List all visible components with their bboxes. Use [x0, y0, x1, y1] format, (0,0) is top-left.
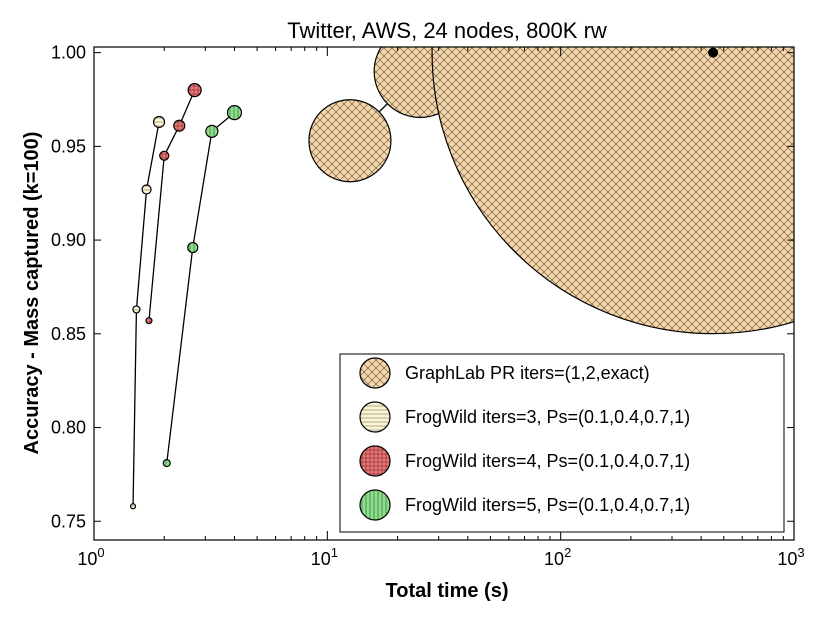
series-1-point-3-outline	[431, 47, 794, 335]
series-2-point-1-outline	[129, 503, 137, 510]
y-tick-label: 0.85	[51, 324, 86, 344]
x-tick-label: 101	[311, 545, 338, 569]
series-4-point-3-outline	[205, 124, 219, 138]
y-tick-label: 0.90	[51, 230, 86, 250]
series-3-point-4-outline	[187, 83, 202, 98]
chart-title: Twitter, AWS, 24 nodes, 800K rw	[287, 18, 607, 43]
series-4-point-2-outline	[187, 241, 199, 254]
series-2-line	[132, 121, 160, 507]
axes-layer: 0.75 0.80 0.85 0.90 0.95 1.00 100 101 102 103	[51, 43, 805, 569]
legend-swatch-2-outline	[359, 401, 391, 433]
series-3-point-1-outline	[145, 317, 153, 325]
plot-frame	[93, 46, 795, 541]
series-4-point-4-outline	[226, 105, 243, 121]
legend: GraphLab PR iters=(1,2,exact) FrogWild it…	[339, 353, 785, 533]
series-2-point-2-outline	[132, 305, 141, 314]
legend-label-1: GraphLab PR iters=(1,2,exact)	[405, 363, 650, 383]
legend-swatch-4-outline	[359, 489, 391, 521]
annotation-marker-1	[708, 47, 719, 58]
series-1-point-1-outline	[308, 99, 392, 183]
y-tick-label: 1.00	[51, 43, 86, 63]
x-tick-label: 100	[77, 545, 104, 569]
y-tick-label: 0.95	[51, 136, 86, 156]
x-tick-label: 103	[777, 545, 804, 569]
x-tick-label: 102	[544, 545, 571, 569]
series-2-point-3-outline	[141, 184, 152, 195]
y-tick-label: 0.80	[51, 418, 86, 438]
series-3-point-3-outline	[173, 119, 186, 132]
legend-swatch-3-outline	[359, 445, 391, 477]
legend-swatch-1-outline	[359, 357, 391, 389]
y-axis-label: Accuracy - Mass captured (k=100)	[21, 132, 43, 455]
series-2-point-4-outline	[152, 115, 166, 129]
series-4-point-1-outline	[162, 459, 171, 468]
series-3-line	[148, 89, 196, 321]
legend-label-4: FrogWild iters=5, Ps=(0.1,0.4,0.7,1)	[405, 495, 690, 515]
legend-box	[339, 353, 785, 533]
legend-label-2: FrogWild iters=3, Ps=(0.1,0.4,0.7,1)	[405, 407, 690, 427]
legend-label-3: FrogWild iters=4, Ps=(0.1,0.4,0.7,1)	[405, 451, 690, 471]
series-4-line	[166, 112, 235, 464]
series-3-point-2-outline	[159, 150, 170, 161]
plot-data-layer	[129, 47, 794, 510]
y-tick-label: 0.75	[51, 511, 86, 531]
x-axis-label: Total time (s)	[386, 580, 509, 602]
